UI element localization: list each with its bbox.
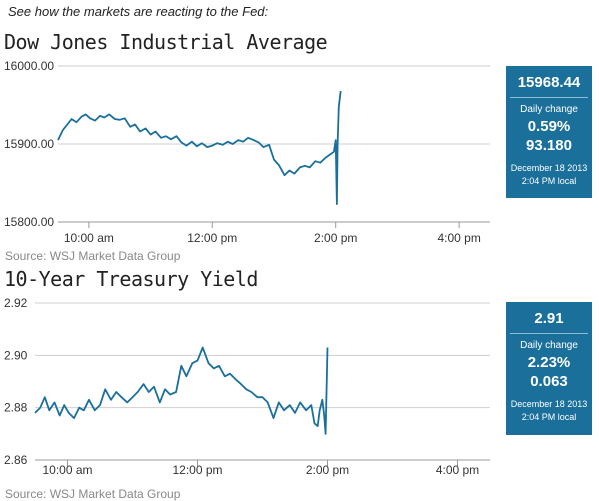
series-line: [34, 346, 329, 435]
series-line: [57, 90, 342, 206]
x-tick-label: 12:00 pm: [187, 231, 237, 245]
x-tick-label: 4:00 pm: [437, 231, 480, 245]
treasury-daily-change-pct: 2.23%: [527, 354, 571, 371]
treasury-daily-change-label: Daily change: [520, 340, 578, 351]
dow-info-panel: 15968.44 Daily change 0.59% 93.180 Decem…: [506, 66, 592, 198]
dow-daily-change-value: 93.180: [526, 137, 572, 154]
treasury-chart: 2.86 2.88 2.90 2.92 10:00 am 12:00 pm 2:00 pm 4…: [4, 296, 490, 477]
y-tick-label: 16000.00: [4, 59, 54, 73]
y-tick-label: 2.88: [4, 401, 28, 415]
y-tick-label: 2.86: [4, 453, 28, 467]
intro-caption: See how the markets are reacting to the …: [8, 4, 269, 19]
x-tick-label: 2:00 pm: [314, 231, 357, 245]
treasury-info-panel: 2.91 Daily change 2.23% 0.063 December 1…: [506, 302, 592, 435]
y-tick-label: 2.90: [4, 348, 28, 362]
treasury-date: December 18 2013: [510, 399, 588, 409]
x-tick-label: 2:00 pm: [306, 463, 349, 477]
y-tick-label: 15900.00: [4, 137, 54, 151]
treasury-time: 2:04 PM local: [521, 412, 577, 422]
panel-divider: [510, 97, 588, 98]
chart-title-dow: Dow Jones Industrial Average: [4, 30, 328, 54]
y-tick-label: 15800.00: [4, 215, 54, 229]
dow-time: 2:04 PM local: [521, 176, 577, 186]
source-note-treasury: Source: WSJ Market Data Group: [5, 487, 181, 501]
dow-date: December 18 2013: [510, 163, 588, 173]
panel-divider: [510, 333, 588, 334]
treasury-daily-change-value: 0.063: [530, 373, 568, 390]
x-tick-label: 12:00 pm: [172, 463, 222, 477]
dow-chart: 15800.00 15900.00 16000.00 10:00 am 12:00 pm…: [4, 59, 490, 245]
treasury-current-value: 2.91: [534, 310, 564, 327]
dow-daily-change-label: Daily change: [520, 104, 578, 115]
source-note-dow: Source: WSJ Market Data Group: [5, 249, 181, 263]
x-tick-label: 10:00 am: [42, 463, 92, 477]
dow-daily-change-pct: 0.59%: [527, 118, 571, 135]
dow-current-value: 15968.44: [517, 74, 581, 91]
x-tick-label: 4:00 pm: [436, 463, 479, 477]
chart-title-treasury: 10-Year Treasury Yield: [4, 267, 258, 291]
x-tick-label: 10:00 am: [64, 231, 114, 245]
y-tick-label: 2.92: [4, 296, 28, 310]
